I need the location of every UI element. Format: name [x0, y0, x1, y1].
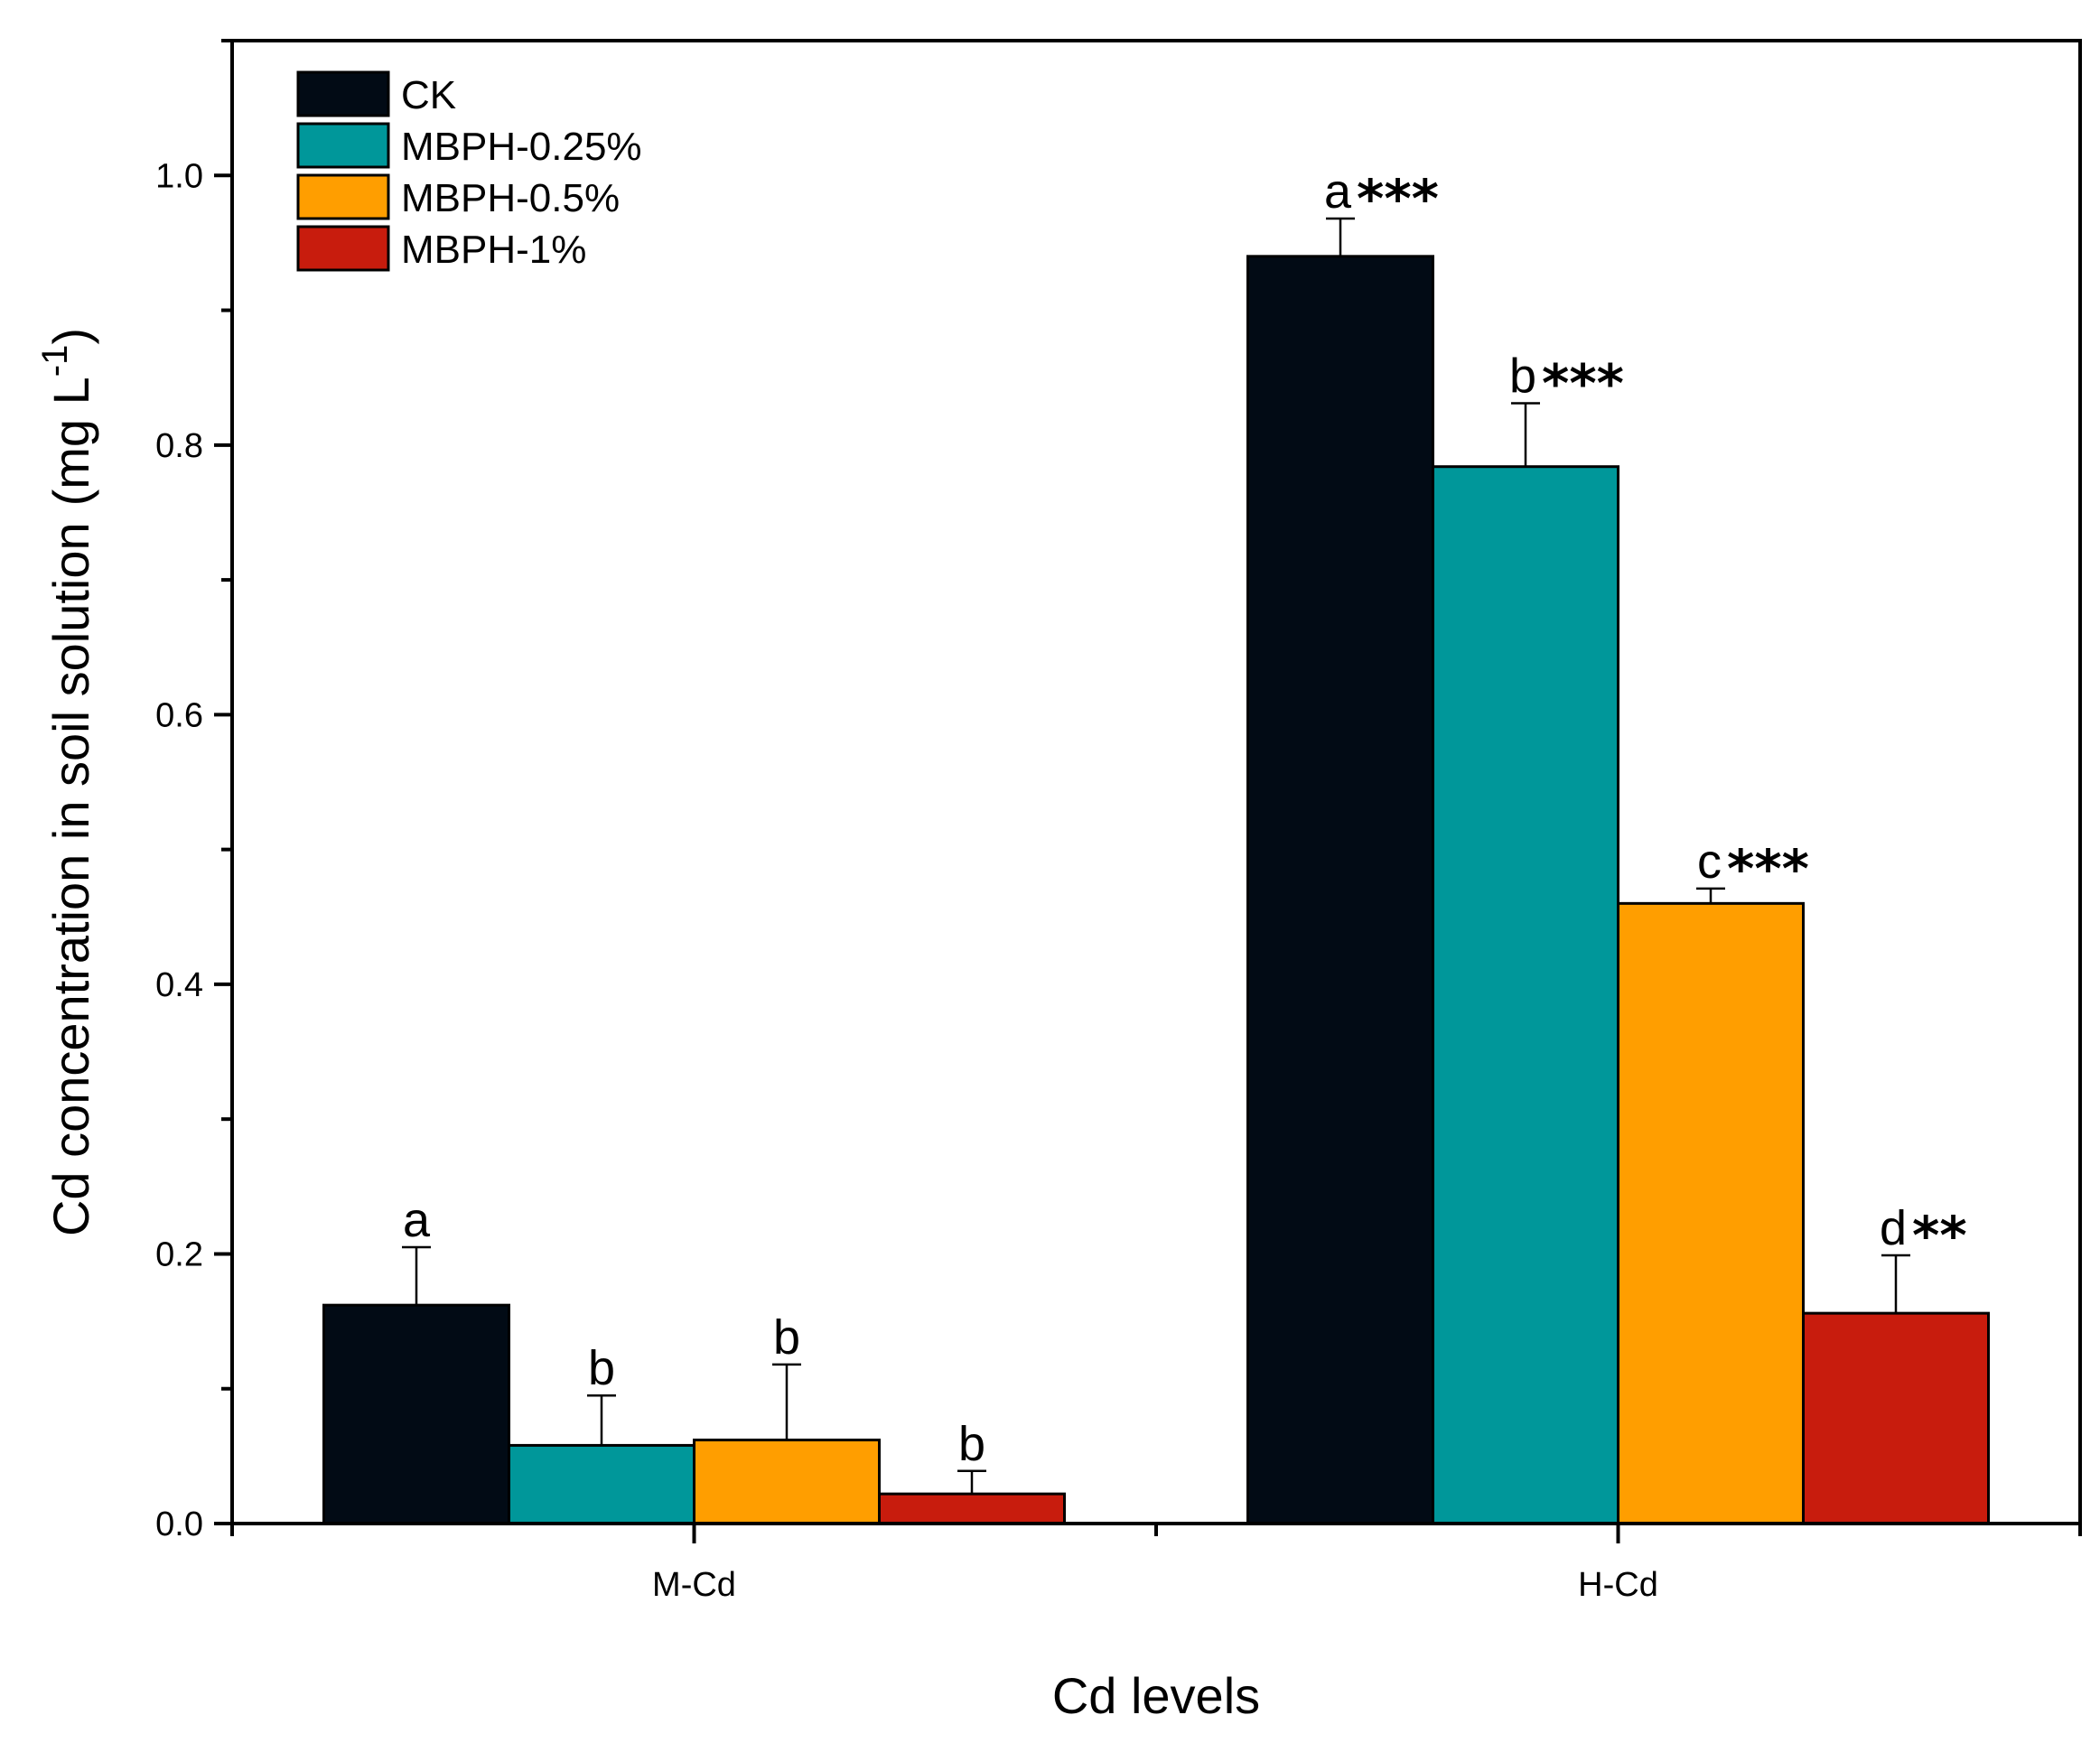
x-tick-label-m-cd: M-Cd	[652, 1566, 736, 1604]
y-axis-unit-superscript: -1	[35, 345, 75, 377]
legend-swatch-2	[296, 173, 390, 220]
significance-stars-h-cd-series-2: ***	[1727, 838, 1809, 899]
y-axis-unit: (mg L	[42, 377, 99, 506]
legend-label-2: MBPH-0.5%	[401, 176, 620, 220]
significance-stars-h-cd-series-3: **	[1912, 1205, 1967, 1266]
y-tick-label-5: 1.0	[155, 157, 203, 195]
significance-letter-m-cd-series-1: b	[588, 1341, 615, 1395]
significance-letter-h-cd-series-1: b	[1509, 350, 1536, 404]
legend: CK MBPH-0.25% MBPH-0.5% MBPH-1%	[296, 70, 642, 272]
significance-stars-h-cd-series-1: ***	[1542, 353, 1624, 415]
bar-m-cd-series-3	[878, 1492, 1066, 1525]
bar-h-cd-series-3	[1802, 1311, 1990, 1525]
significance-letter-h-cd-series-0: a	[1324, 164, 1352, 219]
x-axis-title: Cd levels	[1052, 1667, 1260, 1724]
bar-h-cd-series-0	[1246, 255, 1434, 1525]
bar-m-cd-series-0	[322, 1303, 510, 1525]
significance-letter-m-cd-series-0: a	[403, 1193, 431, 1247]
legend-label-3: MBPH-1%	[401, 228, 586, 272]
bar-h-cd-series-1	[1432, 465, 1619, 1525]
y-tick-label-1: 0.2	[155, 1235, 203, 1273]
x-tick-label-h-cd: H-Cd	[1578, 1566, 1658, 1604]
legend-swatch-1	[296, 122, 390, 169]
bar-h-cd-series-2	[1617, 901, 1805, 1525]
y-axis-unit-close: )	[42, 328, 99, 345]
y-tick-label-0: 0.0	[155, 1505, 203, 1543]
significance-stars-h-cd-series-0: ***	[1357, 168, 1439, 229]
legend-swatch-0	[296, 70, 390, 117]
axes-layer: M-Cd H-Cd 0.0 0.2 0.4 0.6 0.8 1.0	[155, 39, 2082, 1604]
legend-swatch-3	[296, 225, 390, 272]
y-tick-label-4: 0.8	[155, 427, 203, 465]
bar-m-cd-series-1	[508, 1443, 695, 1525]
y-tick-label-3: 0.6	[155, 696, 203, 734]
y-tick-label-2: 0.4	[155, 966, 203, 1004]
bar-m-cd-series-2	[693, 1438, 881, 1525]
legend-label-0: CK	[401, 73, 456, 117]
significance-letter-h-cd-series-2: c	[1697, 834, 1722, 889]
significance-letter-m-cd-series-2: b	[773, 1310, 800, 1365]
y-axis-title-text: Cd concentration in soil solution	[42, 522, 99, 1236]
error-bars-layer	[402, 217, 1910, 1495]
significance-letter-m-cd-series-3: b	[958, 1417, 985, 1471]
significance-letter-h-cd-series-3: d	[1880, 1201, 1907, 1255]
bars-layer	[322, 255, 1990, 1525]
y-axis-title: Cd concentration in soil solution (mg L-1…	[35, 328, 99, 1236]
legend-label-1: MBPH-0.25%	[401, 125, 642, 169]
